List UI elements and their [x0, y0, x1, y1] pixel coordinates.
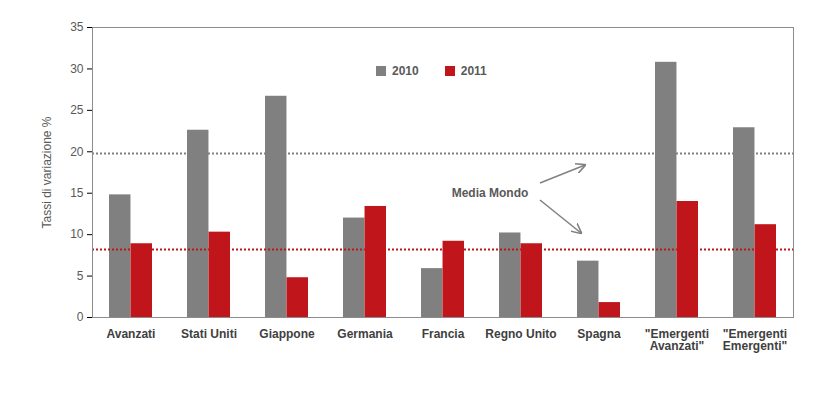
svg-text:Stati Uniti: Stati Uniti: [181, 327, 237, 341]
svg-text:15: 15: [70, 186, 84, 200]
svg-text:Germania: Germania: [337, 327, 393, 341]
svg-text:Media Mondo: Media Mondo: [452, 186, 529, 200]
svg-text:5: 5: [77, 269, 84, 283]
svg-text:"EmergentiEmergenti": "EmergentiEmergenti": [723, 327, 787, 353]
html-text:2011: 2011: [460, 64, 487, 78]
svg-text:Spagna: Spagna: [577, 327, 621, 341]
svg-text:30: 30: [70, 62, 84, 76]
svg-text:Tassi di variazione %: Tassi di variazione %: [40, 116, 54, 228]
svg-text:Avanzati: Avanzati: [107, 327, 156, 341]
svg-text:20: 20: [70, 145, 84, 159]
svg-text:"EmergentiAvanzati": "EmergentiAvanzati": [645, 327, 709, 353]
svg-text:Regno Unito: Regno Unito: [485, 327, 556, 341]
svg-text:10: 10: [70, 227, 84, 241]
svg-text:Giappone: Giappone: [259, 327, 315, 341]
svg-text:35: 35: [70, 20, 84, 34]
html-text:2010: 2010: [392, 64, 419, 78]
svg-text:0: 0: [77, 310, 84, 324]
svg-text:25: 25: [70, 103, 84, 117]
svg-text:Francia: Francia: [422, 327, 465, 341]
